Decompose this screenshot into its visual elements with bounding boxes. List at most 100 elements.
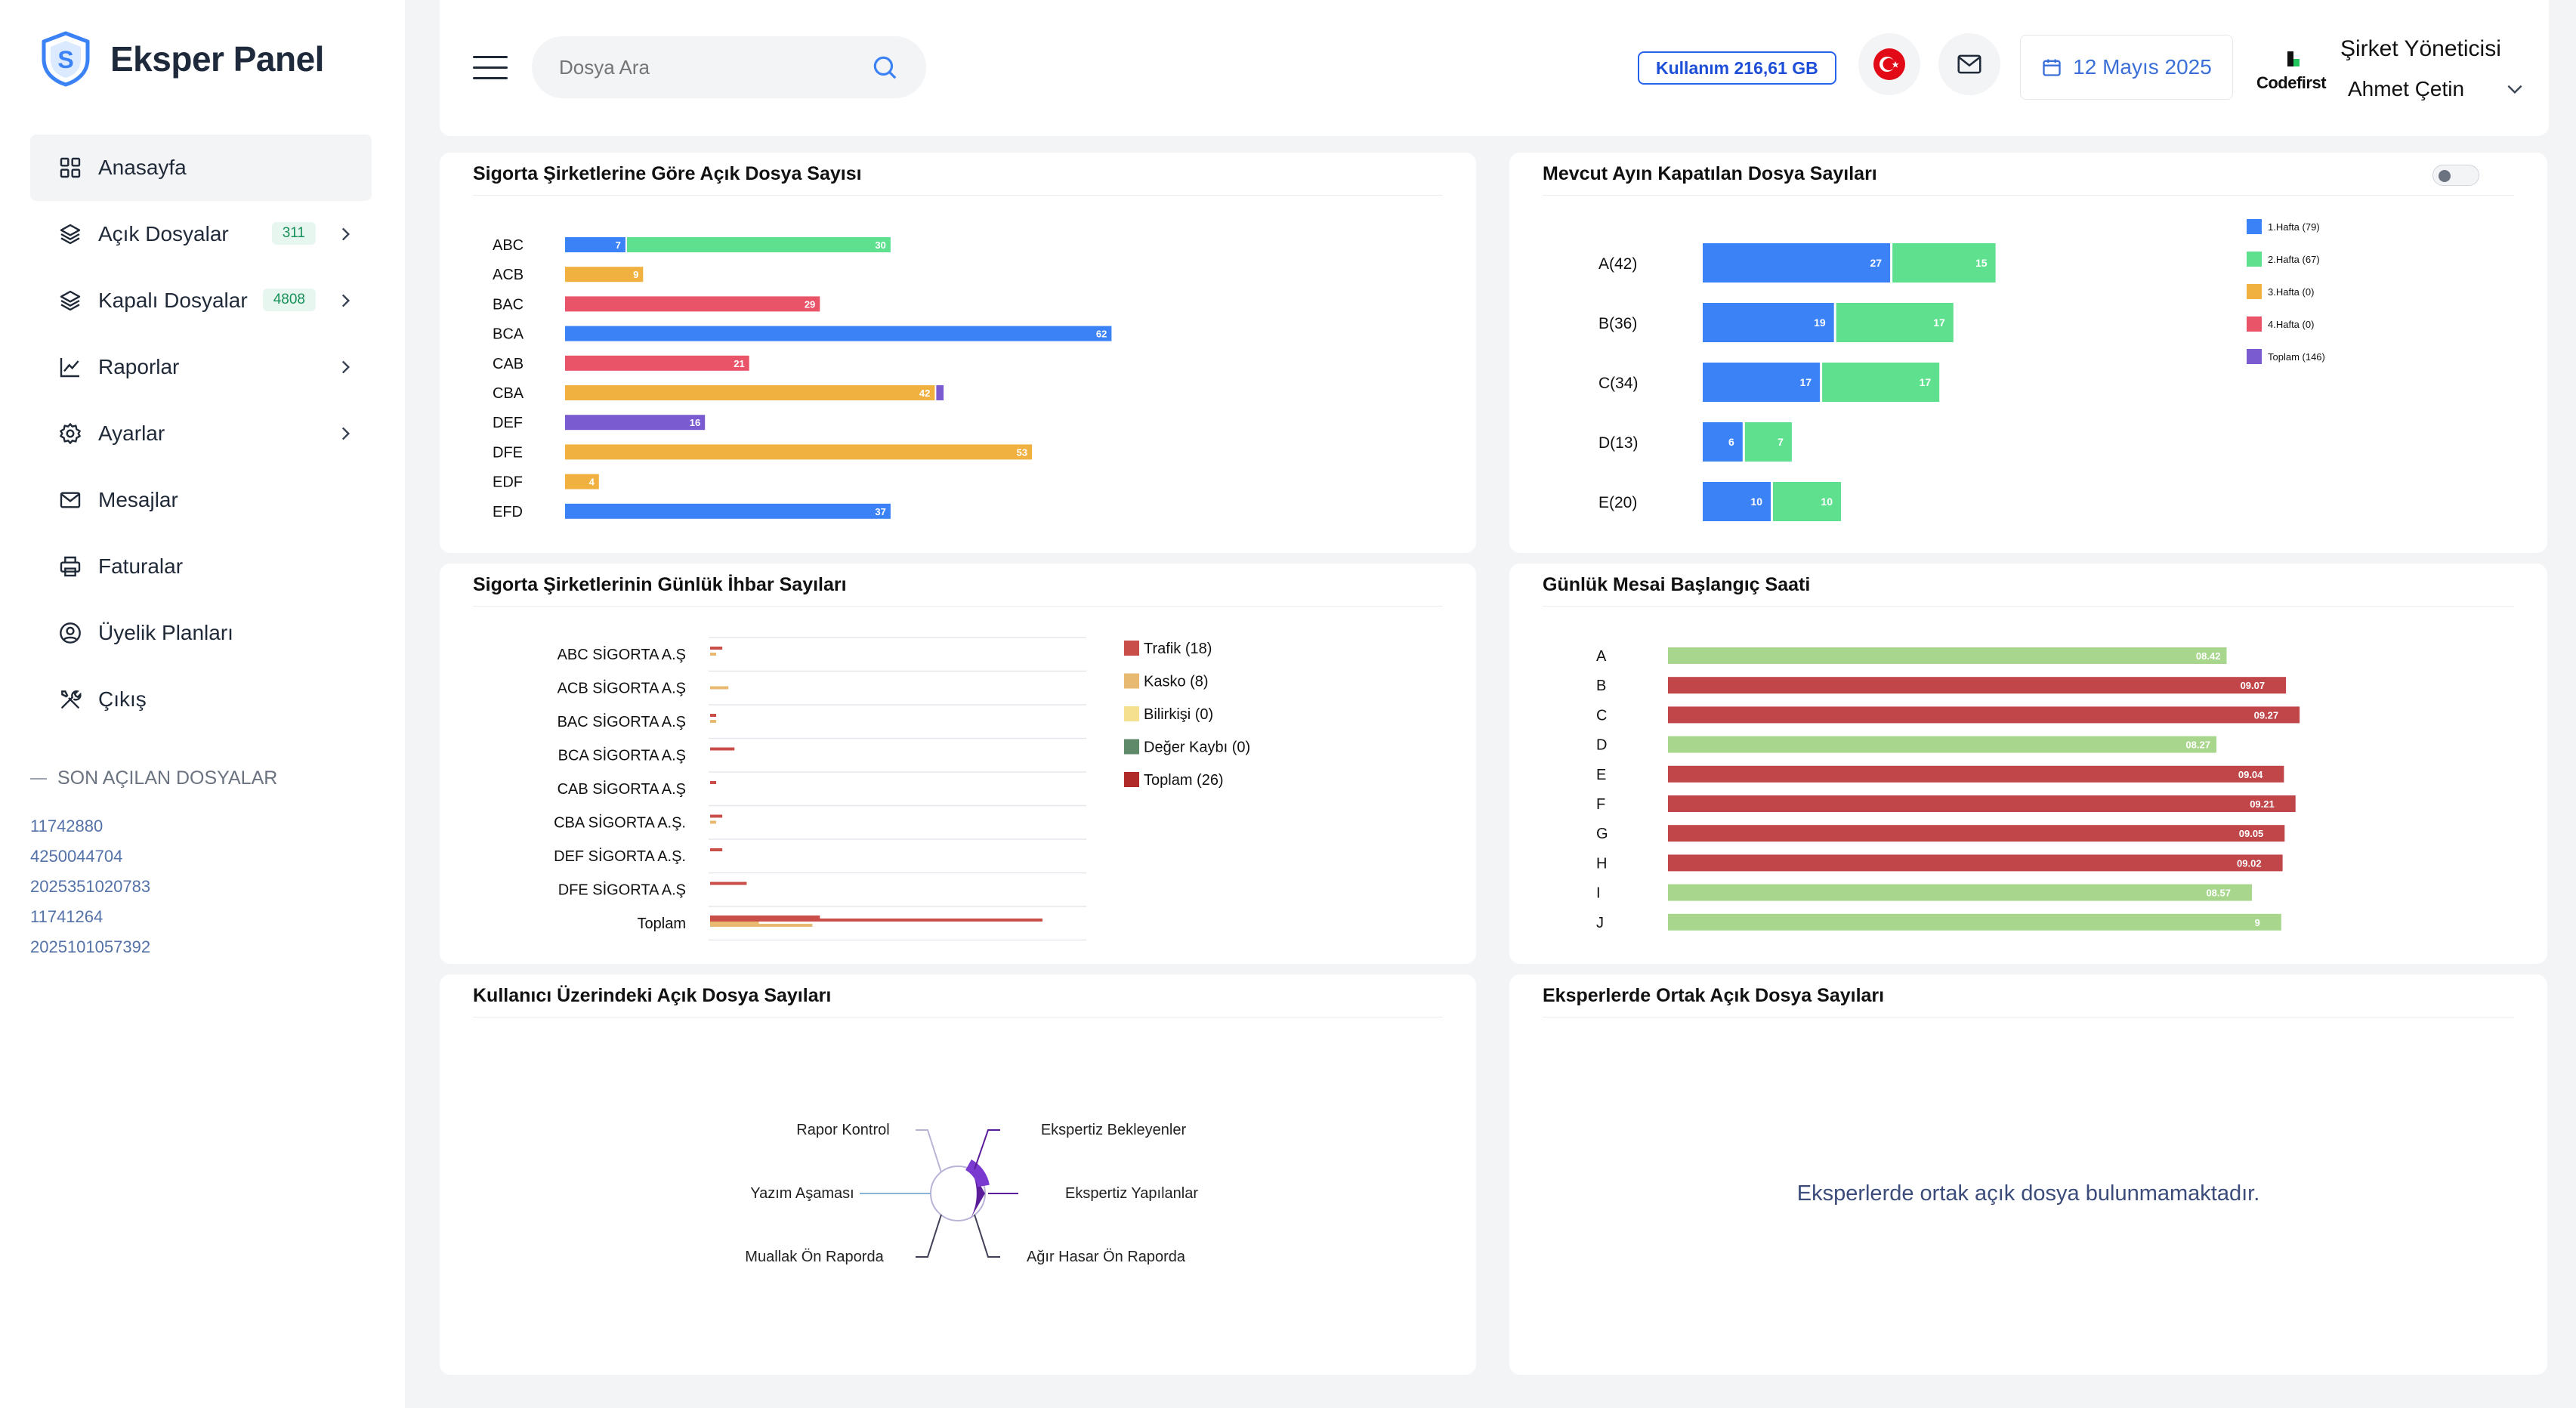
category-label: I xyxy=(1596,885,1601,902)
envelope-icon xyxy=(57,487,83,513)
bar xyxy=(565,237,625,252)
user-open-files-chart: Rapor Kontrol Ekspertiz Bekleyenler Yazım … xyxy=(745,1122,1198,1265)
bar-value-label: 62 xyxy=(1096,329,1107,340)
nav-item-home[interactable]: Anasayfa xyxy=(30,134,372,201)
bar-value-label: 16 xyxy=(690,417,700,428)
messages-button[interactable] xyxy=(1938,33,2000,95)
legend-swatch xyxy=(1124,739,1139,755)
shield-logo-icon: S xyxy=(42,31,90,87)
nav-item-open-files[interactable]: Açık Dosyalar 311 xyxy=(30,201,372,267)
gear-icon xyxy=(57,421,83,446)
category-label: DFE xyxy=(493,444,523,461)
recent-file-link[interactable]: 2025101057392 xyxy=(30,937,151,956)
tools-icon xyxy=(57,687,83,712)
bar xyxy=(565,415,706,431)
divider xyxy=(1543,606,2514,607)
donut-segment xyxy=(968,1165,985,1222)
nav-item-reports[interactable]: Raporlar xyxy=(30,334,372,400)
legend-label: 1.Hafta (79) xyxy=(2268,221,2320,233)
nav-item-messages[interactable]: Mesajlar xyxy=(30,467,372,533)
closed-this-month-card: Mevcut Ayın Kapatılan Dosya Sayıları A(4… xyxy=(1509,153,2547,553)
legend-swatch xyxy=(1124,641,1139,656)
category-label: J xyxy=(1596,915,1604,931)
company-logo: Codefirst xyxy=(2250,48,2333,93)
storage-usage-badge[interactable]: Kullanım 216,61 GB xyxy=(1638,51,1836,85)
leader-line xyxy=(916,1214,942,1258)
nav-label: Anasayfa xyxy=(98,156,187,179)
bar xyxy=(710,647,723,650)
bar-value-label: 09.27 xyxy=(2254,709,2279,721)
nav-item-closed-files[interactable]: Kapalı Dosyalar 4808 xyxy=(30,267,372,334)
chart-line-icon xyxy=(57,354,83,380)
language-button[interactable] xyxy=(1858,33,1920,95)
nav-item-plans[interactable]: Üyelik Planları xyxy=(30,600,372,666)
bar xyxy=(565,385,935,400)
category-label: DEF SİGORTA A.Ş. xyxy=(554,848,686,865)
menu-toggle-icon[interactable] xyxy=(473,56,508,80)
bar-value-label: 17 xyxy=(1933,316,1945,329)
user-open-files-card: Kullanıcı Üzerindeki Açık Dosya Sayıları… xyxy=(440,974,1476,1375)
nav-label: Mesajlar xyxy=(98,488,178,511)
search-icon[interactable] xyxy=(870,53,899,82)
recent-file-link[interactable]: 2025351020783 xyxy=(30,877,151,896)
legend-swatch xyxy=(1124,772,1139,787)
chevron-down-icon[interactable] xyxy=(2505,82,2525,97)
bar-value-label: 08.57 xyxy=(2206,888,2231,899)
nav-item-invoices[interactable]: Faturalar xyxy=(30,533,372,600)
legend-label: Kasko (8) xyxy=(1144,674,1209,690)
category-label: C(34) xyxy=(1598,375,1639,392)
recent-file-link[interactable]: 11741264 xyxy=(30,907,103,926)
bar xyxy=(1703,243,1891,283)
bar xyxy=(710,882,747,885)
chevron-right-icon xyxy=(341,427,351,440)
bar-value-label: 30 xyxy=(875,239,885,251)
category-label: CBA xyxy=(493,385,524,402)
category-label: BCA xyxy=(493,326,524,343)
nav-label: Ayarlar xyxy=(98,421,165,445)
segment-label: Ekspertiz Yapılanlar xyxy=(1065,1185,1198,1202)
bar-value-label: 09.05 xyxy=(2239,828,2264,839)
bar-value-label: 7 xyxy=(616,239,621,251)
expert-common-card: Eksperlerde Ortak Açık Dosya Sayıları Ek… xyxy=(1509,974,2547,1375)
bar-value-label: 09.04 xyxy=(2238,769,2263,780)
bar xyxy=(710,686,729,690)
segment-label: Yazım Aşaması xyxy=(750,1185,854,1202)
card-title: Kullanıcı Üzerindeki Açık Dosya Sayıları xyxy=(473,985,832,1006)
card-title: Sigorta Şirketlerine Göre Açık Dosya Say… xyxy=(473,163,862,184)
category-label: BAC SİGORTA A.Ş xyxy=(558,713,686,730)
nav-item-settings[interactable]: Ayarlar xyxy=(30,400,372,467)
legend-swatch xyxy=(2247,219,2262,234)
user-circle-icon xyxy=(57,620,83,646)
bar xyxy=(1668,854,2283,872)
category-label: ABC SİGORTA A.Ş xyxy=(558,646,686,663)
legend-label: Değer Kaybı (0) xyxy=(1144,740,1250,756)
leader-line xyxy=(916,1129,942,1173)
legend-label: Bilirkişi (0) xyxy=(1144,706,1213,723)
recent-file-link[interactable]: 4250044704 xyxy=(30,847,123,866)
category-label: C xyxy=(1596,707,1607,724)
nav-label: Faturalar xyxy=(98,554,184,578)
bar xyxy=(565,444,1033,460)
card-title: Sigorta Şirketlerinin Günlük İhbar Sayıl… xyxy=(473,574,847,595)
category-label: Toplam xyxy=(638,916,686,932)
brand-logo[interactable]: S Eksper Panel xyxy=(39,30,324,88)
user-name[interactable]: Ahmet Çetin xyxy=(2348,77,2465,100)
bar xyxy=(710,820,717,824)
bar xyxy=(1773,482,1841,521)
calendar-icon xyxy=(2043,59,2061,76)
bar xyxy=(1668,706,2300,724)
sidebar: S Eksper Panel Anasayfa Açık Dosyalar 31… xyxy=(0,0,405,1408)
card-title: Günlük Mesai Başlangıç Saati xyxy=(1543,574,1811,595)
date-display[interactable]: 12 Mayıs 2025 xyxy=(2020,35,2233,100)
recent-file-link[interactable]: 11742880 xyxy=(30,817,103,835)
legend-label: Toplam (26) xyxy=(1144,772,1224,789)
chart-toggle-switch[interactable] xyxy=(2432,165,2479,186)
bar xyxy=(710,747,735,751)
search-input[interactable] xyxy=(559,55,870,79)
nav-item-logout[interactable]: Çıkış xyxy=(30,666,372,733)
shift-start-chart: A 08.42 B 09.07 C 09.27 D 08.27 E 09.04 F 09.21 G 09.… xyxy=(1596,647,2300,931)
segment-label: Muallak Ön Raporda xyxy=(745,1249,884,1265)
bar xyxy=(1668,884,2253,901)
layers-icon xyxy=(57,221,83,247)
category-label: BCA SİGORTA A.Ş xyxy=(558,747,686,764)
